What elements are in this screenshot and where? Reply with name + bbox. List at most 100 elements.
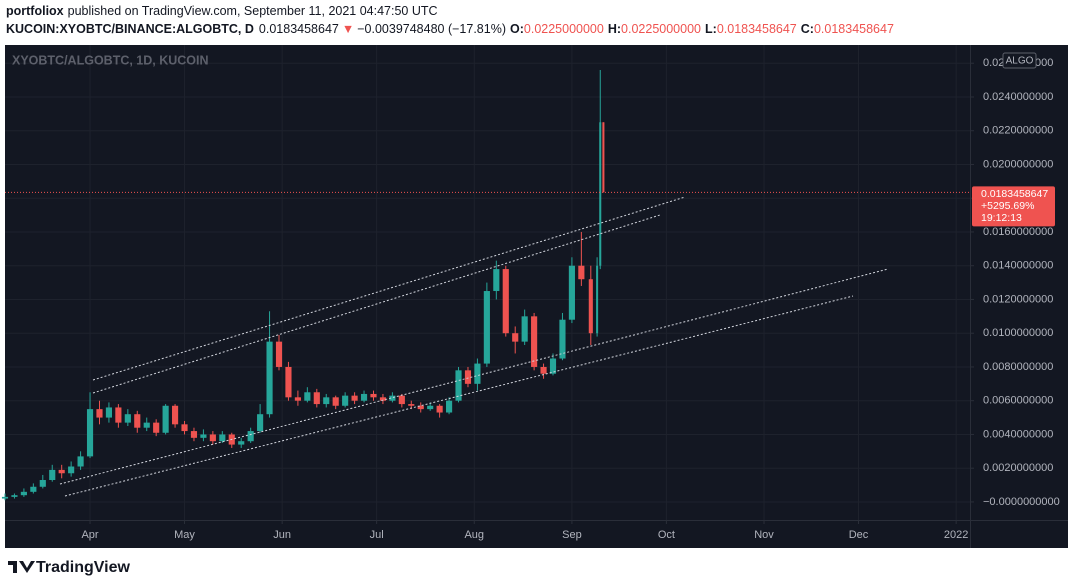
y-tick-label: 0.0020000000 <box>983 462 1053 474</box>
candle-body <box>417 405 424 410</box>
currency-badge: ALGO <box>1006 56 1034 67</box>
candle-body <box>209 434 216 442</box>
candle-body <box>181 424 188 432</box>
candle-body <box>238 441 245 445</box>
candle-body <box>304 392 311 401</box>
published-info: published on TradingView.com, September … <box>68 4 438 18</box>
symbol: KUCOIN:XYOBTC/BINANCE:ALGOBTC, D <box>6 22 254 36</box>
chart-background <box>5 45 1068 548</box>
candle-body <box>379 397 387 401</box>
change: −0.0039748480 (−17.81%) <box>357 22 506 36</box>
candle-body <box>313 392 320 405</box>
x-tick-label: Apr <box>81 529 98 541</box>
y-tick-label: 0.0240000000 <box>983 91 1053 103</box>
candle-body <box>559 319 566 359</box>
y-tick-label: 0.0080000000 <box>983 361 1053 373</box>
candle-body <box>285 366 292 398</box>
candle-body <box>96 409 103 418</box>
price-tag-box <box>972 186 1055 227</box>
price-tag-value: 0.0183458647 <box>981 188 1048 200</box>
candle-body <box>294 397 301 401</box>
footer-logo <box>8 561 35 573</box>
price: 0.0183458647 <box>259 22 339 36</box>
y-tick-label: 0.0040000000 <box>983 428 1053 440</box>
ohlc-label: O: <box>510 22 524 36</box>
down-arrow: ▼ <box>342 22 354 36</box>
symbol-line: KUCOIN:XYOBTC/BINANCE:ALGOBTC, D 0.018345… <box>6 22 894 36</box>
candle-body <box>172 405 179 425</box>
candles <box>1 69 605 501</box>
candle-body <box>323 397 330 405</box>
candle-body <box>502 269 509 334</box>
ohlc-value: 0.0225000000 <box>621 22 701 36</box>
channel-lines <box>59 196 889 497</box>
candle-body <box>446 400 453 413</box>
y-tick-label: 0.0120000000 <box>983 293 1053 305</box>
candle-body <box>332 397 339 406</box>
candle-body <box>266 341 273 415</box>
x-tick-label: May <box>174 529 195 541</box>
chart-title: XYOBTC/ALGOBTC, 1D, KUCOIN <box>12 53 209 67</box>
candle-body <box>455 370 462 401</box>
channel-line <box>64 295 854 497</box>
y-tick-label: 0.0160000000 <box>983 226 1053 238</box>
channel-line <box>59 268 889 485</box>
logo-icon <box>8 561 35 573</box>
ohlc-value: 0.0183458647 <box>814 22 894 36</box>
candle-body <box>153 422 160 433</box>
candle-body <box>360 393 368 401</box>
axes: −0.0000000000 0.0020000000 0.0040000000 0.0… <box>81 57 1059 541</box>
candle-body <box>247 431 254 442</box>
candle-body <box>398 395 405 405</box>
y-tick-label: 0.0140000000 <box>983 260 1053 272</box>
x-tick-label: Nov <box>754 529 774 541</box>
candle-body <box>134 414 141 428</box>
x-tick-label: Jul <box>370 529 384 541</box>
candle-body <box>162 405 169 433</box>
candle-body <box>257 414 264 432</box>
candle-body <box>599 122 602 266</box>
candle-body <box>493 269 500 292</box>
candle-body <box>483 291 490 364</box>
brand: TradingView <box>36 559 131 576</box>
y-tick-label: −0.0000000000 <box>983 496 1060 508</box>
ohlc-value: 0.0225000000 <box>524 22 604 36</box>
candle-body <box>86 409 94 457</box>
y-tick-label: 0.0100000000 <box>983 327 1053 339</box>
candle-body <box>596 265 599 334</box>
candle-body <box>578 265 585 280</box>
candle-body <box>200 434 207 438</box>
candle-body <box>602 122 605 193</box>
candle-body <box>512 333 519 342</box>
x-tick-label: Oct <box>658 529 675 541</box>
candle-body <box>115 407 122 423</box>
candle-body <box>370 393 377 398</box>
candle-body <box>427 405 434 410</box>
candle-body <box>342 395 349 406</box>
candle-body <box>531 316 538 367</box>
ohlc-label: L: <box>705 22 717 36</box>
candle-body <box>30 486 37 492</box>
candle-body <box>474 363 481 384</box>
x-tick-label: Sep <box>562 529 582 541</box>
ohlc-value: 0.0183458647 <box>717 22 797 36</box>
ohlc-label: C: <box>801 22 814 36</box>
currency-badge-box <box>1002 52 1037 69</box>
candle-body <box>521 316 528 342</box>
candle-body <box>190 431 198 438</box>
channel-line <box>92 214 661 394</box>
ohlc-label: H: <box>608 22 621 36</box>
candle-body <box>408 404 415 406</box>
price-tag-countdown: 19:12:13 <box>981 212 1022 224</box>
candle-body <box>77 456 84 467</box>
x-tick-label: Jun <box>273 529 291 541</box>
candle-body <box>58 469 65 474</box>
price-tag-change: +5295.69% <box>981 200 1034 212</box>
candle-body <box>549 358 557 374</box>
candle-body <box>105 407 113 418</box>
channel-line <box>92 196 686 381</box>
candle-body <box>464 370 472 384</box>
candle-body <box>11 495 18 497</box>
candle-body <box>588 279 593 334</box>
